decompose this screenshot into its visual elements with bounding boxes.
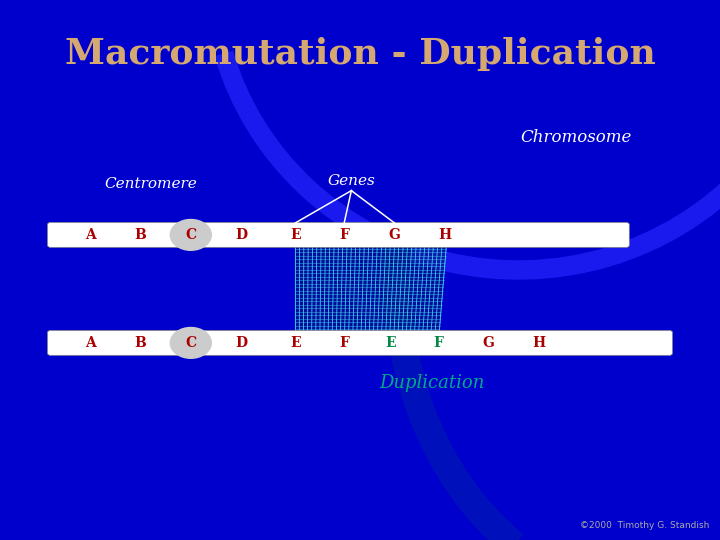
Text: A: A — [85, 228, 95, 242]
Text: F: F — [433, 336, 443, 350]
Circle shape — [170, 220, 212, 251]
Text: E: E — [386, 336, 396, 350]
Text: F: F — [339, 228, 349, 242]
Text: Chromosome: Chromosome — [521, 129, 631, 146]
Polygon shape — [295, 245, 446, 333]
Text: G: G — [482, 336, 494, 350]
Text: D: D — [235, 228, 247, 242]
Text: Centromere: Centromere — [105, 177, 197, 191]
Text: Macromutation - Duplication: Macromutation - Duplication — [65, 37, 655, 71]
FancyBboxPatch shape — [48, 330, 672, 355]
Circle shape — [170, 327, 212, 359]
FancyBboxPatch shape — [48, 222, 629, 247]
Text: C: C — [185, 228, 197, 242]
Text: ©2000  Timothy G. Standish: ©2000 Timothy G. Standish — [580, 521, 709, 530]
Text: Duplication: Duplication — [379, 374, 485, 393]
Text: H: H — [532, 336, 545, 350]
Text: Genes: Genes — [328, 174, 375, 188]
Text: B: B — [135, 228, 146, 242]
Text: C: C — [185, 336, 197, 350]
Text: G: G — [389, 228, 400, 242]
Text: A: A — [85, 336, 95, 350]
Text: D: D — [235, 336, 247, 350]
Text: E: E — [290, 228, 300, 242]
Text: B: B — [135, 336, 146, 350]
Text: F: F — [339, 336, 349, 350]
Text: E: E — [290, 336, 300, 350]
Text: H: H — [438, 228, 451, 242]
